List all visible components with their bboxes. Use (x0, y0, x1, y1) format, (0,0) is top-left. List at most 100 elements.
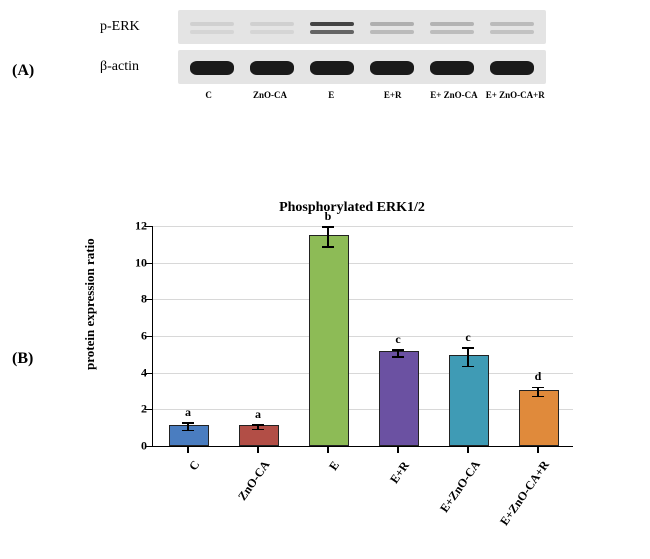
significance-letter: c (395, 332, 400, 347)
error-cap (462, 347, 474, 349)
x-tick (537, 446, 539, 453)
x-tick (467, 446, 469, 453)
gridline (153, 409, 573, 410)
x-tick-label: E+ZnO-CA+R (497, 458, 553, 529)
wb-band (430, 30, 474, 34)
error-cap (392, 349, 404, 351)
x-tick-label: E+R (387, 458, 413, 486)
error-cap (392, 356, 404, 358)
wb-band (490, 22, 534, 26)
chart-title: Phosphorylated ERK1/2 (92, 200, 612, 216)
wb-band (490, 30, 534, 34)
x-tick-label: E (326, 458, 343, 473)
wb-lane-label: E+ ZnO-CA+R (485, 90, 545, 100)
error-cap (462, 366, 474, 368)
bar (519, 390, 560, 446)
y-axis-label: protein expression ratio (82, 238, 98, 370)
wb-lane-label: C (179, 90, 239, 100)
wb-lane-label: E+R (363, 90, 423, 100)
wb-row: β-actin (100, 50, 620, 84)
panel-b-label: (B) (12, 350, 33, 368)
significance-letter: a (255, 407, 261, 422)
x-tick-label: C (186, 458, 203, 474)
wb-lane (367, 52, 417, 82)
error-cap (182, 422, 194, 424)
y-tick-label: 4 (121, 365, 147, 380)
wb-band (370, 30, 414, 34)
x-tick-label: ZnO-CA (235, 458, 273, 504)
wb-band (190, 61, 234, 75)
wb-row-label: β-actin (100, 59, 178, 75)
wb-lane (187, 12, 237, 42)
wb-lane-labels: CZnO-CAEE+RE+ ZnO-CAE+ ZnO-CA+R (178, 90, 546, 100)
bar (169, 425, 210, 446)
y-tick-label: 12 (121, 219, 147, 234)
panel-a: p-ERK β-actin CZnO-CAEE+RE+ ZnO-CAE+ ZnO-… (100, 10, 620, 100)
x-tick (397, 446, 399, 453)
wb-band (490, 61, 534, 75)
wb-lane (307, 12, 357, 42)
x-tick (257, 446, 259, 453)
chart-plot-area: 024681012aabccd (152, 226, 573, 447)
significance-letter: d (535, 369, 542, 384)
error-bar (327, 227, 329, 247)
x-tick-label: E+ZnO-CA (437, 458, 484, 516)
wb-lane-label: E (301, 90, 361, 100)
significance-letter: a (185, 405, 191, 420)
wb-band (430, 61, 474, 75)
wb-strip (178, 50, 546, 84)
wb-lane (247, 52, 297, 82)
gridline (153, 336, 573, 337)
wb-band (310, 30, 354, 34)
wb-row-label: p-ERK (100, 19, 178, 35)
wb-lane-label: E+ ZnO-CA (424, 90, 484, 100)
significance-letter: c (465, 330, 470, 345)
wb-lane-label: ZnO-CA (240, 90, 300, 100)
wb-band (190, 22, 234, 26)
gridline (153, 263, 573, 264)
wb-lane (187, 52, 237, 82)
error-cap (252, 424, 264, 426)
error-bar (467, 348, 469, 366)
y-tick-label: 10 (121, 255, 147, 270)
wb-band (250, 30, 294, 34)
gridline (153, 226, 573, 227)
wb-band (250, 61, 294, 75)
panel-a-label: (A) (12, 62, 34, 80)
error-cap (182, 430, 194, 432)
y-tick-label: 2 (121, 402, 147, 417)
wb-band (310, 22, 354, 26)
x-tick (327, 446, 329, 453)
y-tick-label: 8 (121, 292, 147, 307)
wb-band (370, 22, 414, 26)
wb-lane (487, 52, 537, 82)
error-cap (322, 226, 334, 228)
wb-lane (367, 12, 417, 42)
error-cap (532, 396, 544, 398)
wb-lane (427, 12, 477, 42)
error-cap (252, 429, 264, 431)
wb-band (370, 61, 414, 75)
wb-lane (487, 12, 537, 42)
wb-lane (307, 52, 357, 82)
wb-lane (247, 12, 297, 42)
error-cap (532, 387, 544, 389)
significance-letter: b (325, 209, 332, 224)
wb-band (190, 30, 234, 34)
y-tick-label: 0 (121, 439, 147, 454)
panel-b: Phosphorylated ERK1/2 protein expression… (92, 200, 612, 540)
gridline (153, 299, 573, 300)
y-tick-label: 6 (121, 329, 147, 344)
wb-lane (427, 52, 477, 82)
wb-row: p-ERK (100, 10, 620, 44)
error-cap (322, 246, 334, 248)
bar (449, 355, 490, 446)
x-tick (187, 446, 189, 453)
bar (379, 351, 420, 446)
wb-band (250, 22, 294, 26)
wb-strip (178, 10, 546, 44)
bar (309, 235, 350, 446)
gridline (153, 373, 573, 374)
wb-band (310, 61, 354, 75)
wb-band (430, 22, 474, 26)
